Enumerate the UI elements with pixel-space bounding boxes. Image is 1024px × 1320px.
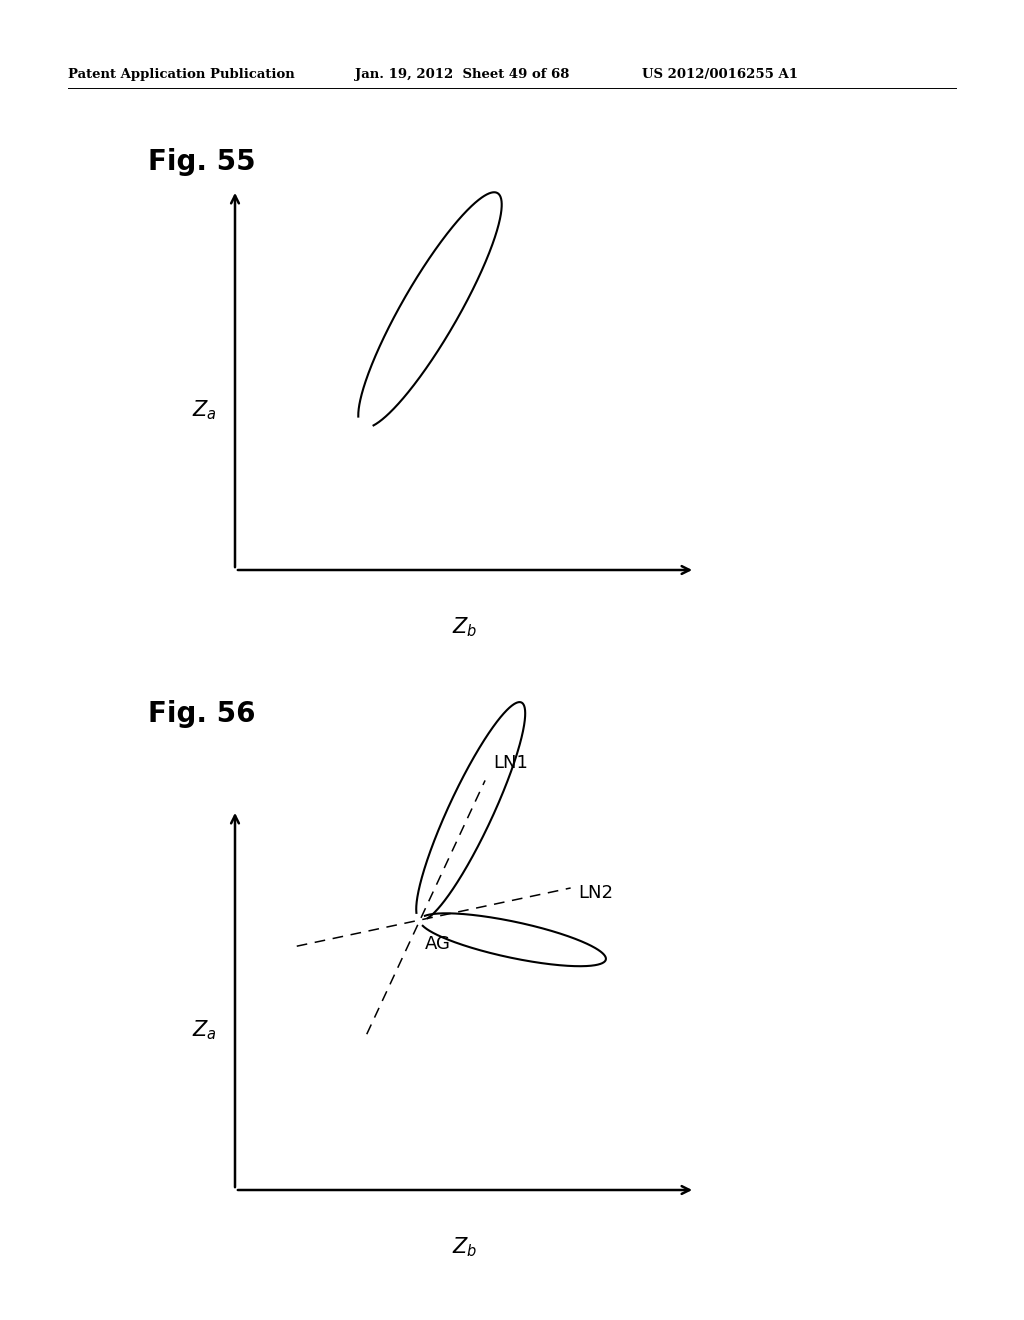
- Text: LN2: LN2: [579, 884, 613, 902]
- Text: Fig. 56: Fig. 56: [148, 700, 256, 729]
- Text: Jan. 19, 2012  Sheet 49 of 68: Jan. 19, 2012 Sheet 49 of 68: [355, 69, 569, 81]
- Text: $Z_b$: $Z_b$: [453, 615, 477, 639]
- Text: US 2012/0016255 A1: US 2012/0016255 A1: [642, 69, 798, 81]
- Text: $Z_b$: $Z_b$: [453, 1236, 477, 1258]
- Text: Fig. 55: Fig. 55: [148, 148, 256, 176]
- Text: $Z_a$: $Z_a$: [193, 399, 217, 422]
- Text: $Z_a$: $Z_a$: [193, 1019, 217, 1043]
- Text: AG: AG: [425, 935, 451, 953]
- Text: LN1: LN1: [494, 755, 528, 772]
- Text: Patent Application Publication: Patent Application Publication: [68, 69, 295, 81]
